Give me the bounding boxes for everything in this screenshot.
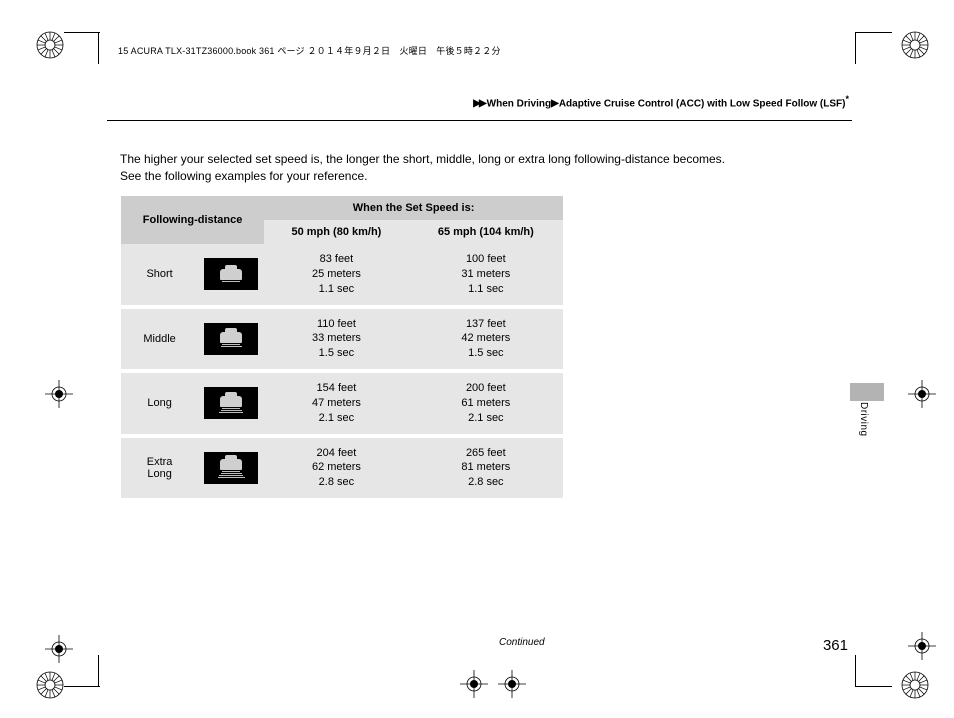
th-set-speed: When the Set Speed is: — [264, 196, 563, 220]
body-text: The higher your selected set speed is, t… — [120, 151, 740, 186]
file-header: 15 ACURA TLX-31TZ36000.book 361 ページ ２０１４… — [118, 44, 501, 57]
crop-mark — [98, 655, 99, 687]
breadcrumb-section-2: Adaptive Cruise Control (ACC) with Low S… — [559, 98, 846, 109]
value-cell: 137 feet42 meters1.5 sec — [409, 309, 563, 370]
distance-icon-cell — [198, 373, 264, 434]
breadcrumb-asterisk: * — [845, 94, 849, 104]
crop-mark — [98, 32, 99, 64]
following-distance-table: Following-distance When the Set Speed is… — [121, 196, 563, 498]
section-label: Driving — [858, 402, 869, 437]
rosette-mark-icon — [35, 30, 65, 60]
target-mark-icon — [498, 670, 526, 698]
target-mark-icon — [460, 670, 488, 698]
crop-mark — [856, 686, 892, 687]
breadcrumb-arrow-2: ▶ — [551, 98, 557, 109]
header-rule — [107, 120, 852, 121]
target-mark-icon — [908, 380, 936, 408]
th-65mph: 65 mph (104 km/h) — [409, 220, 563, 244]
vehicle-distance-icon — [204, 323, 258, 355]
crop-mark — [64, 32, 100, 33]
value-cell: 200 feet61 meters2.1 sec — [409, 373, 563, 434]
vehicle-distance-icon — [204, 452, 258, 484]
table-row: Long 154 feet47 meters2.1 sec200 feet61 m… — [121, 373, 563, 434]
th-50mph: 50 mph (80 km/h) — [264, 220, 408, 244]
target-mark-icon — [908, 632, 936, 660]
distance-icon-cell — [198, 309, 264, 370]
table-row: Short 83 feet25 meters1.1 sec100 feet31 m… — [121, 244, 563, 305]
rosette-mark-icon — [900, 30, 930, 60]
table-row: Middle 110 feet33 meters1.5 sec137 feet42… — [121, 309, 563, 370]
value-cell: 100 feet31 meters1.1 sec — [409, 244, 563, 305]
value-cell: 110 feet33 meters1.5 sec — [264, 309, 408, 370]
breadcrumb-arrows: ▶▶ — [473, 98, 484, 109]
value-cell: 204 feet62 meters2.8 sec — [264, 438, 408, 499]
page-number: 361 — [823, 637, 848, 654]
rosette-mark-icon — [35, 670, 65, 700]
th-following-distance: Following-distance — [121, 196, 264, 244]
row-label: ExtraLong — [121, 438, 198, 499]
row-label: Long — [121, 373, 198, 434]
row-label: Short — [121, 244, 198, 305]
vehicle-distance-icon — [204, 258, 258, 290]
crop-mark — [855, 655, 856, 687]
continued-label: Continued — [499, 637, 545, 648]
breadcrumb-section-1: When Driving — [487, 98, 551, 109]
table-row: ExtraLong 204 feet62 meters2.8 sec265 fee… — [121, 438, 563, 499]
distance-icon-cell — [198, 438, 264, 499]
crop-mark — [855, 32, 856, 64]
value-cell: 83 feet25 meters1.1 sec — [264, 244, 408, 305]
rosette-mark-icon — [900, 670, 930, 700]
row-label: Middle — [121, 309, 198, 370]
target-mark-icon — [45, 635, 73, 663]
section-tab — [850, 383, 884, 401]
target-mark-icon — [45, 380, 73, 408]
distance-icon-cell — [198, 244, 264, 305]
crop-mark — [856, 32, 892, 33]
breadcrumb: ▶▶When Driving▶Adaptive Cruise Control (… — [473, 94, 849, 109]
value-cell: 265 feet81 meters2.8 sec — [409, 438, 563, 499]
crop-mark — [64, 686, 100, 687]
value-cell: 154 feet47 meters2.1 sec — [264, 373, 408, 434]
vehicle-distance-icon — [204, 387, 258, 419]
